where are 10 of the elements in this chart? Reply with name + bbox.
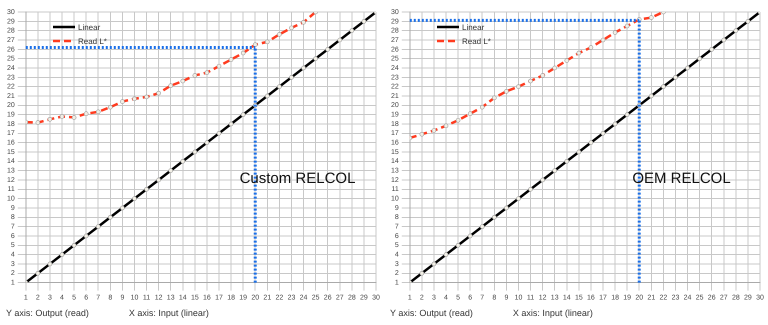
legend-label: Linear [78, 22, 100, 32]
text: Y axis: Output (read) [6, 307, 89, 320]
text: X axis: Input (linear) [128, 307, 209, 320]
annotation: Custom RELCOL [240, 170, 356, 187]
legend-label: Read L* [78, 36, 107, 46]
annotation: OEM RELCOL [632, 170, 731, 187]
legend-label: Linear [462, 22, 484, 32]
text: Y axis: Output (read) [390, 307, 473, 320]
text: X axis: Input (linear) [512, 307, 593, 320]
legend-label: Read L* [462, 36, 491, 46]
